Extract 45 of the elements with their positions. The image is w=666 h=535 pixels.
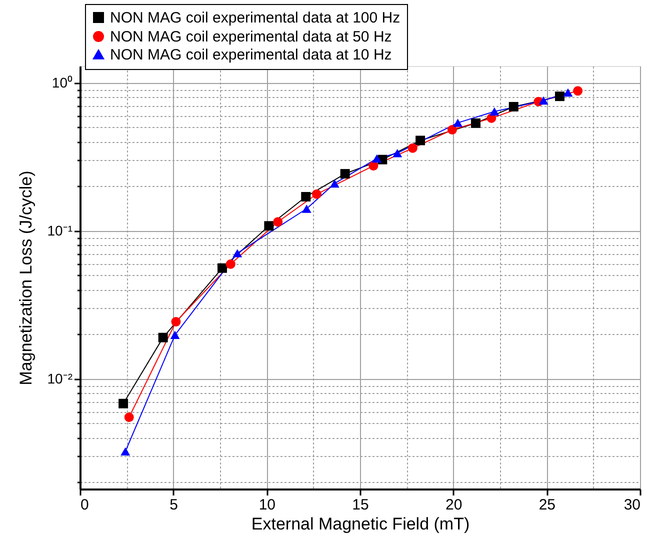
legend-label: NON MAG coil experimental data at 50 Hz [110,28,392,46]
point [217,263,227,273]
point [368,161,378,171]
point [447,125,457,134]
x-axis-title: External Magnetic Field (mT) [251,514,470,534]
point [301,192,311,202]
point [470,118,480,128]
point [490,107,500,116]
point [226,259,236,269]
legend-label: NON MAG coil experimental data at 100 Hz [110,10,400,26]
x-tick-label: 25 [538,496,556,514]
x-tick-label: 30 [624,496,640,514]
x-tick-label: 5 [170,496,178,514]
point [416,136,426,146]
point [302,204,312,213]
point [124,412,134,422]
point [392,149,402,158]
y-tick-label: 10⁰ [52,74,72,90]
y-tick-label: 10⁻² [47,370,73,386]
point [508,102,518,112]
point [408,143,418,153]
y-axis-title: Magnetization Loss (J/cycle) [16,170,36,386]
point [170,330,180,340]
point [118,398,128,408]
point [340,169,350,179]
point [273,217,283,227]
point [554,92,564,102]
point [372,154,382,163]
x-tick-label: 10 [258,496,276,514]
point [538,96,548,105]
y-tick-label: 10⁻¹ [47,222,73,238]
point [264,221,274,231]
x-tick-label: 15 [352,496,369,514]
point [453,118,463,127]
point [573,86,583,96]
point [563,88,573,97]
point [312,189,322,199]
x-tick-label: 20 [445,496,462,514]
point [232,249,242,258]
legend-label: NON MAG coil experimental data at 10 Hz [110,46,392,64]
x-tick-label: 0 [80,496,89,514]
point [158,332,168,342]
point [330,179,340,188]
point [120,447,130,456]
point [171,317,181,326]
